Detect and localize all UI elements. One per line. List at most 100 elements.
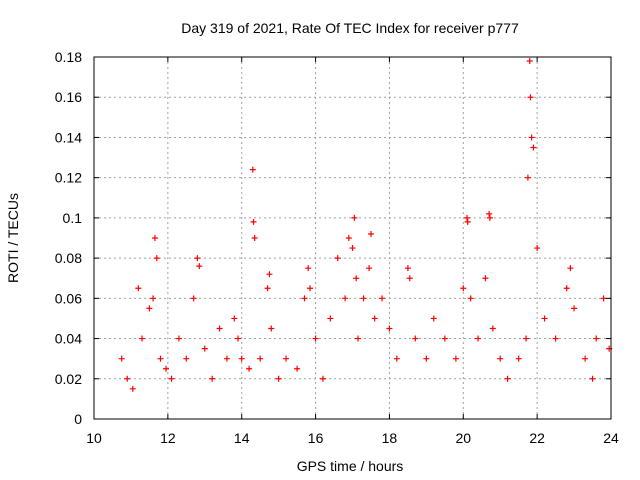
data-point [567,265,574,272]
data-point [275,375,282,382]
data-point [353,275,360,282]
data-point [355,335,362,342]
plot-area-frame [93,56,612,420]
y-tick-label: 0.18 [55,49,82,65]
data-point [246,365,253,372]
data-point [135,285,142,292]
data-point [527,94,534,101]
data-point [366,265,373,272]
data-point [251,235,258,241]
y-tick-label: 0.16 [55,89,82,105]
x-tick-label: 18 [382,430,398,446]
data-point [526,58,533,65]
data-point [264,285,271,292]
y-tick-label: 0.02 [55,371,82,387]
data-point [250,218,257,225]
data-point [294,365,301,372]
data-point [129,385,136,392]
data-point [452,355,459,362]
data-point [523,335,530,342]
data-point [593,335,600,342]
data-point [582,355,589,362]
data-point [342,295,349,302]
data-point [327,315,334,322]
data-point [268,325,275,332]
data-point [319,375,326,382]
data-point [486,210,493,217]
x-tick-label: 16 [308,430,324,446]
data-point [464,218,471,225]
y-tick-label: 0.1 [63,210,83,226]
data-point [393,355,400,362]
data-point [441,335,448,342]
data-point [231,315,238,322]
data-point [266,271,273,278]
data-point [175,335,182,342]
data-points [118,58,613,392]
axis-ticks [93,56,612,420]
data-point [183,355,190,362]
data-point [238,355,245,362]
data-point [475,335,482,342]
y-tick-label: 0.04 [55,331,82,347]
data-point [305,265,312,272]
data-point [151,235,158,241]
data-point [386,325,393,332]
data-point [530,144,537,151]
data-point [528,134,535,141]
x-tick-label: 20 [455,430,471,446]
data-point [497,355,504,362]
data-point [367,230,374,237]
x-tick-label: 22 [529,430,545,446]
data-point [209,375,216,382]
data-point [118,355,125,362]
data-point [486,214,493,221]
data-point [552,335,559,342]
y-tick-label: 0 [74,411,82,427]
data-point [463,214,470,221]
data-point [257,355,264,362]
chart-title: Day 319 of 2021, Rate Of TEC Index for r… [181,20,519,36]
data-point [283,355,290,362]
data-point [563,285,570,292]
data-point [423,355,430,362]
data-point [249,166,256,173]
y-tick-label: 0.12 [55,170,82,186]
y-axis-label: ROTI / TECUs [5,193,21,283]
data-point [541,315,548,322]
data-point [307,285,314,292]
data-point [524,174,531,181]
data-point [379,295,386,302]
data-point [371,315,378,322]
data-point [460,285,467,292]
data-point [482,275,489,282]
data-point [194,255,201,262]
data-point [600,295,607,302]
data-point [515,355,522,362]
data-point [534,245,541,252]
y-tick-label: 0.14 [55,129,82,145]
data-point [146,305,153,312]
data-point [196,263,203,270]
data-point [150,295,157,302]
data-point [139,335,146,342]
data-point [406,275,413,282]
data-point [301,295,308,302]
data-point [190,295,197,302]
x-tick-label: 14 [234,430,250,446]
data-point [312,335,319,342]
x-tick-label: 10 [86,430,102,446]
x-axis-label: GPS time / hours [297,458,404,474]
data-point [163,365,170,372]
data-point [571,305,578,312]
data-point [235,335,242,342]
data-point [349,245,356,252]
data-point [404,265,411,272]
data-point [216,325,223,332]
data-point [351,214,358,221]
data-point [467,295,474,302]
data-point [201,345,208,352]
data-point [589,375,596,382]
data-point [504,375,511,382]
